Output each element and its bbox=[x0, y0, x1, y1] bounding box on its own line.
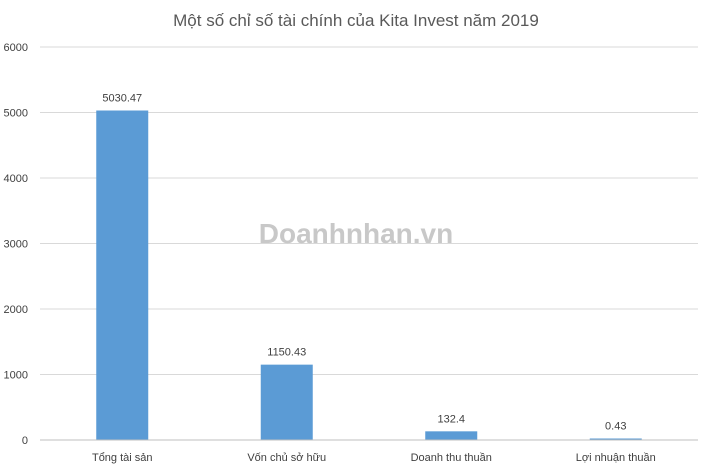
category-label: Vốn chủ sở hữu bbox=[247, 452, 326, 464]
bar bbox=[260, 364, 313, 440]
y-tick-label: 0 bbox=[22, 435, 28, 447]
data-label: 0.43 bbox=[605, 421, 626, 433]
bars bbox=[96, 110, 642, 440]
y-tick-label: 5000 bbox=[4, 108, 28, 120]
gridlines bbox=[40, 46, 698, 375]
y-tick-label: 6000 bbox=[4, 42, 28, 54]
bar bbox=[425, 431, 478, 440]
watermark-logo: Doanhnhan.vn bbox=[259, 218, 453, 249]
data-label: 5030.47 bbox=[102, 93, 142, 105]
bar bbox=[589, 438, 642, 440]
y-tick-label: 1000 bbox=[4, 370, 28, 382]
x-axis-categories: Tổng tài sản Vốn chủ sở hữu Doanh thu thuầ… bbox=[92, 452, 656, 464]
y-tick-label: 2000 bbox=[4, 304, 28, 316]
y-axis-ticks: 0 1000 2000 3000 4000 5000 6000 bbox=[4, 42, 28, 447]
y-tick-label: 4000 bbox=[4, 173, 28, 185]
data-label: 132.4 bbox=[437, 413, 465, 425]
data-label: 1150.43 bbox=[267, 347, 306, 359]
category-label: Tổng tài sản bbox=[92, 452, 153, 464]
bar bbox=[96, 110, 149, 440]
chart-title: Một số chỉ số tài chính của Kita Invest … bbox=[173, 11, 539, 30]
data-labels: 5030.47 1150.43 132.4 0.43 bbox=[102, 93, 626, 433]
y-tick-label: 3000 bbox=[4, 239, 28, 251]
category-label: Doanh thu thuần bbox=[411, 452, 492, 464]
category-label: Lợi nhuận thuần bbox=[576, 452, 656, 464]
